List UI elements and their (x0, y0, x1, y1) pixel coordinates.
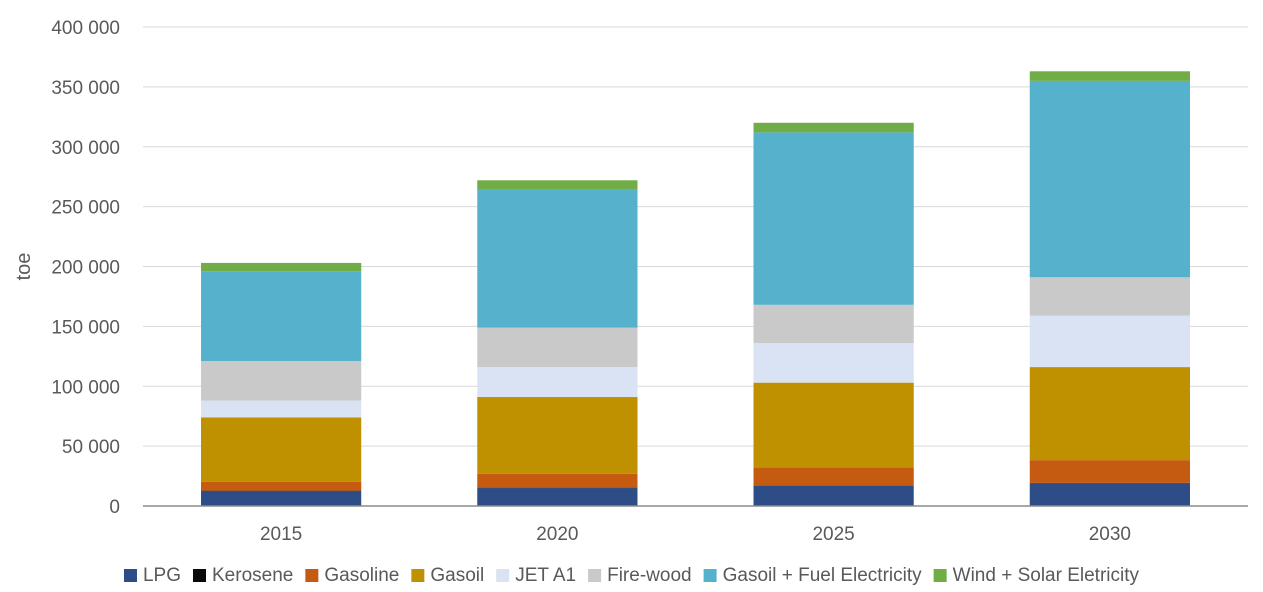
bar-segment-lpg (753, 485, 914, 506)
legend-item-wind-solar-eletricity: Wind + Solar Eletricity (933, 565, 1140, 586)
legend-swatch (496, 569, 510, 582)
y-tick-label: 200 000 (51, 258, 120, 279)
y-tick-label: 0 (109, 497, 120, 518)
legend-label: Fire-wood (607, 565, 691, 586)
x-tick-label: 2030 (1089, 524, 1131, 545)
bar-segment-gasoil-fuel-electricity (201, 271, 362, 362)
bar-segment-fire-wood (753, 304, 914, 344)
bar-segment-gasoil (201, 417, 362, 482)
bar-stack-2030 (1029, 71, 1190, 506)
legend-item-fire-wood: Fire-wood (588, 565, 692, 586)
bar-segment-wind-solar-eletricity (477, 180, 638, 190)
legend-label: Wind + Solar Eletricity (953, 565, 1140, 586)
y-tick-labels: 0 50 000 100 000 150 000 200 000 250 000 300 0… (51, 18, 120, 518)
legend-swatch (588, 569, 602, 582)
legend-item-jet-a1: JET A1 (496, 565, 576, 586)
bar-segment-gasoil (477, 397, 638, 474)
bar-segment-lpg (201, 491, 362, 506)
bar-stack-2025 (753, 122, 914, 506)
legend-item-gasoline: Gasoline (305, 565, 399, 586)
legend-swatch (703, 569, 717, 582)
bar-segment-fire-wood (201, 361, 362, 401)
bar-segment-jet-a1 (1029, 315, 1190, 368)
bar-segment-gasoline (753, 467, 914, 486)
x-tick-label: 2025 (812, 524, 854, 545)
y-tick-label: 50 000 (62, 437, 120, 458)
bars (201, 71, 1190, 506)
y-axis-title: toe (13, 253, 35, 281)
bar-segment-wind-solar-eletricity (1029, 71, 1190, 81)
x-tick-label: 2020 (536, 524, 578, 545)
legend-label: LPG (143, 565, 181, 586)
bar-segment-gasoline (477, 473, 638, 488)
y-tick-label: 350 000 (51, 78, 120, 99)
bar-segment-gasoil (753, 382, 914, 468)
bar-stack-2015 (201, 262, 362, 506)
legend-item-kerosene: Kerosene (193, 565, 293, 586)
bar-segment-fire-wood (1029, 277, 1190, 316)
bar-stack-2020 (477, 180, 638, 506)
y-tick-label: 250 000 (51, 198, 120, 219)
legend-swatch (933, 569, 947, 582)
legend-item-gasoil-fuel-electricity: Gasoil + Fuel Electricity (703, 565, 923, 586)
y-tick-label: 400 000 (51, 18, 120, 39)
legend: LPG Kerosene Gasoline Gasoil JET A1 Fire-wood… (123, 565, 1140, 586)
legend-label: Gasoil + Fuel Electricity (723, 565, 923, 586)
bar-segment-jet-a1 (201, 400, 362, 418)
legend-item-gasoil: Gasoil (411, 565, 484, 586)
bar-segment-gasoline (1029, 460, 1190, 483)
legend-label: JET A1 (515, 565, 576, 586)
bar-segment-gasoil-fuel-electricity (753, 132, 914, 305)
bar-segment-wind-solar-eletricity (753, 122, 914, 133)
legend-label: Gasoil (430, 565, 484, 586)
y-tick-label: 150 000 (51, 317, 120, 338)
y-tick-label: 300 000 (51, 138, 120, 159)
bar-segment-gasoil (1029, 367, 1190, 461)
bar-segment-jet-a1 (477, 367, 638, 398)
legend-swatch (123, 569, 137, 582)
bar-segment-lpg (1029, 483, 1190, 506)
legend-swatch (305, 569, 319, 582)
x-tick-label: 2015 (260, 524, 302, 545)
legend-label: Gasoline (324, 565, 399, 586)
bar-segment-wind-solar-eletricity (201, 262, 362, 272)
legend-label: Kerosene (212, 565, 293, 586)
legend-item-lpg: LPG (123, 565, 181, 586)
y-tick-label: 100 000 (51, 377, 120, 398)
bar-segment-gasoline (201, 481, 362, 491)
bar-segment-fire-wood (477, 327, 638, 368)
legend-swatch (411, 569, 425, 582)
bar-segment-gasoil-fuel-electricity (477, 189, 638, 328)
bar-segment-gasoil-fuel-electricity (1029, 80, 1190, 278)
bar-segment-jet-a1 (753, 343, 914, 383)
legend-swatch (193, 569, 207, 582)
bar-segment-lpg (477, 488, 638, 506)
